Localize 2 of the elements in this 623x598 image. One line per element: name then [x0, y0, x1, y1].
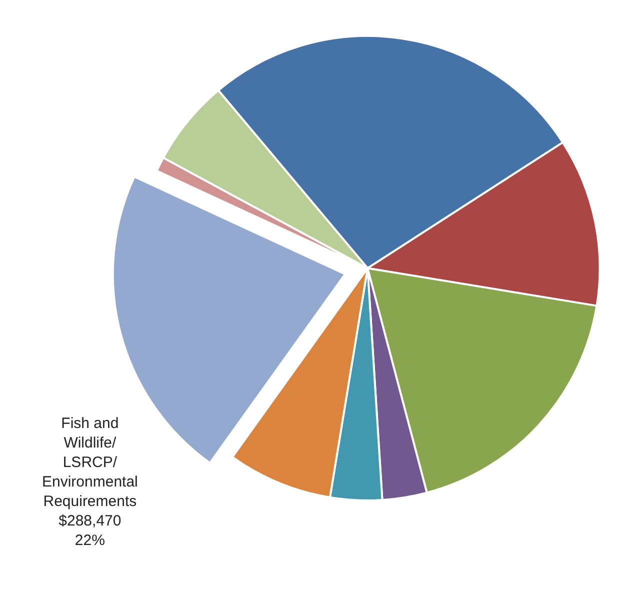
- slice-label: Fish and Wildlife/ LSRCP/ Environmental Requirements: [42, 415, 138, 510]
- data-label: $288,470 22%: [58, 512, 122, 549]
